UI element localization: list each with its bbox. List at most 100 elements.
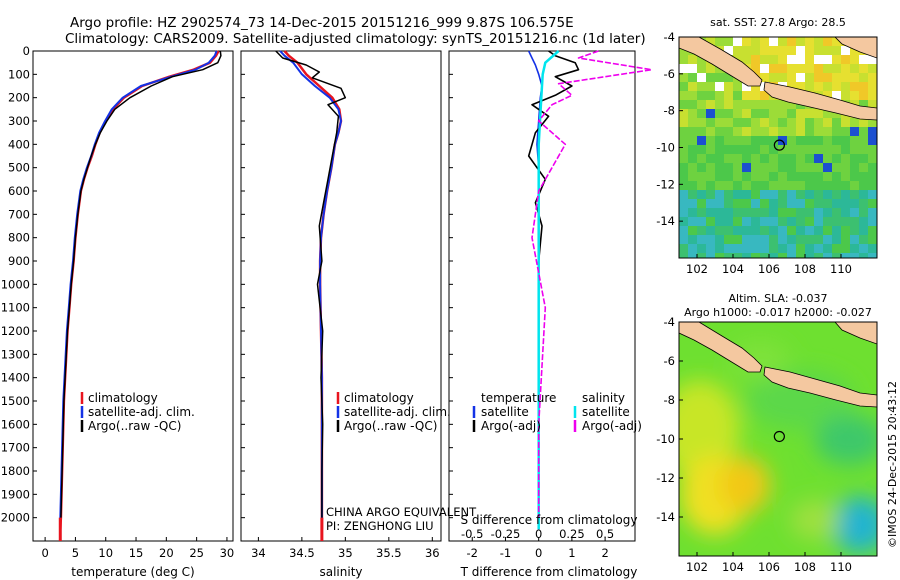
series-line-satellite-adj-clim- xyxy=(279,50,342,530)
x-tick-label: 25 xyxy=(189,546,204,560)
sst-cell xyxy=(697,82,706,91)
sst-cell xyxy=(751,244,760,253)
sst-cell xyxy=(832,46,841,55)
depth-tick-label: 700 xyxy=(8,207,30,221)
sst-cell xyxy=(823,190,832,199)
sst-cell xyxy=(787,253,796,258)
depth-axis: 0 100 200 300 400 500 600 700 800 900 1000 1100 1200… xyxy=(1,44,453,525)
sst-cell xyxy=(859,154,868,163)
sst-cell xyxy=(679,244,688,253)
sst-cell xyxy=(697,217,706,226)
sst-cell xyxy=(868,127,877,136)
difference-panel-frame xyxy=(448,50,636,542)
sst-cell xyxy=(688,208,697,217)
sst-cell xyxy=(742,253,751,258)
sst-cell xyxy=(832,73,841,82)
sst-cell xyxy=(733,181,742,190)
sst-cell xyxy=(724,100,733,109)
sst-cell xyxy=(688,154,697,163)
sst-cell xyxy=(742,226,751,235)
sst-cell xyxy=(841,46,850,55)
float-institution-annotation: CHINA ARGO EQUIVALENT xyxy=(326,505,477,519)
sst-cell xyxy=(724,217,733,226)
sst-cell xyxy=(778,208,787,217)
sst-cell xyxy=(733,172,742,181)
sst-cell xyxy=(724,154,733,163)
sst-cell xyxy=(841,127,850,136)
sst-cell xyxy=(715,154,724,163)
sst-cell xyxy=(859,199,868,208)
depth-tick-label: 1400 xyxy=(1,371,30,385)
sst-cell xyxy=(760,37,769,46)
sst-cell xyxy=(679,208,688,217)
sst-cell xyxy=(796,145,805,154)
sst-cell xyxy=(859,136,868,145)
sst-cell xyxy=(850,199,859,208)
sst-cell xyxy=(697,127,706,136)
sst-cell xyxy=(697,226,706,235)
sst-cell xyxy=(841,91,850,100)
sst-cell xyxy=(787,37,796,46)
series-line-climatology xyxy=(283,50,343,530)
sst-cell xyxy=(805,118,814,127)
depth-tick-label: 100 xyxy=(8,67,30,81)
depth-tick-label: 900 xyxy=(8,254,30,268)
sst-cell xyxy=(697,55,706,64)
sst-cell xyxy=(859,100,868,109)
sst-cell xyxy=(697,91,706,100)
sst-cell xyxy=(769,127,778,136)
sst-cell xyxy=(697,181,706,190)
sst-cell xyxy=(706,100,715,109)
sst-cell xyxy=(769,217,778,226)
sst-cell xyxy=(706,190,715,199)
sst-cell xyxy=(742,181,751,190)
sst-cell xyxy=(841,64,850,73)
map-y-tick-label: -8 xyxy=(664,104,675,118)
sst-cell xyxy=(724,199,733,208)
sst-cell xyxy=(832,199,841,208)
sst-cell xyxy=(715,73,724,82)
sst-cell xyxy=(769,118,778,127)
sst-cell xyxy=(823,199,832,208)
sst-cell xyxy=(751,127,760,136)
sst-cell xyxy=(742,136,751,145)
sst-cell xyxy=(715,109,724,118)
sst-cell xyxy=(751,235,760,244)
sst-cell xyxy=(724,91,733,100)
sst-cell xyxy=(850,73,859,82)
x-tick-label: -2 xyxy=(467,546,478,560)
temperature-series xyxy=(58,50,222,541)
sst-cell xyxy=(760,46,769,55)
sla-blob xyxy=(815,415,877,465)
sst-cell xyxy=(742,46,751,55)
sst-cell xyxy=(796,190,805,199)
sst-cell xyxy=(724,145,733,154)
sst-cell xyxy=(832,82,841,91)
legend-label-s-argo: Argo(-adj) xyxy=(582,419,642,433)
sst-cell xyxy=(724,172,733,181)
title-line-2: Climatology: CARS2009. Satellite-adjuste… xyxy=(65,31,646,47)
sst-cell xyxy=(706,82,715,91)
map-x-tick-label: 108 xyxy=(794,560,816,574)
sst-cell xyxy=(814,37,823,46)
sst-cell xyxy=(859,91,868,100)
sst-cell xyxy=(733,46,742,55)
sst-cell xyxy=(778,253,787,258)
sst-cell xyxy=(742,100,751,109)
sst-cell xyxy=(706,208,715,217)
x-tick-label: 5 xyxy=(72,546,79,560)
sst-float-position-marker xyxy=(773,139,785,151)
sst-cell xyxy=(796,208,805,217)
sst-cell xyxy=(733,37,742,46)
sst-cell xyxy=(805,136,814,145)
sst-cell xyxy=(688,136,697,145)
sst-cell xyxy=(832,172,841,181)
sst-cell xyxy=(778,226,787,235)
sst-cell xyxy=(778,172,787,181)
sst-cell xyxy=(706,136,715,145)
sst-cell xyxy=(760,64,769,73)
depth-tick-label: 2000 xyxy=(1,511,30,525)
sst-cell xyxy=(850,163,859,172)
sst-cell xyxy=(760,244,769,253)
sst-cell xyxy=(697,163,706,172)
